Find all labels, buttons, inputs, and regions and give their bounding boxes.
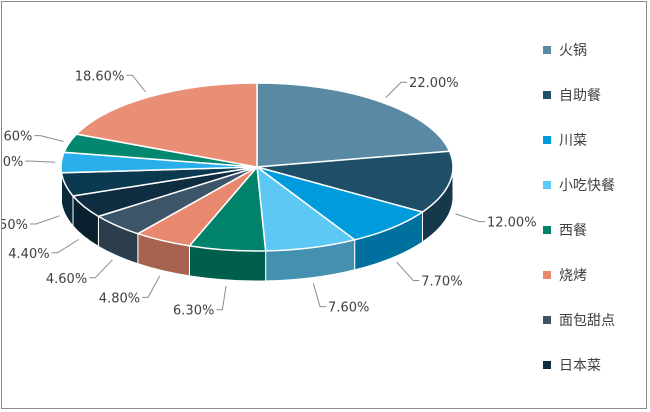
- legend-swatch-8: [543, 361, 551, 369]
- data-label-12: 18.60%: [75, 69, 125, 84]
- pie-slice-2: [256, 150, 454, 213]
- legend-label-2: 自助餐: [559, 88, 601, 104]
- leader-line-8: [51, 238, 80, 254]
- leader-line-3: [396, 261, 420, 281]
- data-labels: 22.00% 12.00% 7.70% 7.60% 6.30% 4.80% 4.60% 4.4…: [2, 69, 537, 318]
- legend-label-7: 面包甜点: [559, 313, 615, 329]
- legend-item-2: 自助餐: [543, 85, 601, 105]
- pie-slice-4: [256, 165, 357, 252]
- data-label-5: 6.30%: [173, 304, 214, 319]
- legend-label-5: 西餐: [559, 223, 587, 239]
- legend-label-6: 烧烤: [559, 268, 587, 284]
- data-label-1: 22.00%: [409, 76, 459, 91]
- legend-swatch-6: [543, 271, 551, 279]
- pie-slice-3: [256, 166, 425, 241]
- data-label-4: 7.60%: [328, 301, 369, 316]
- data-label-3: 7.70%: [421, 274, 462, 289]
- legend-swatch-4: [543, 181, 551, 189]
- legend-label-1: 火锅: [559, 43, 587, 59]
- leader-line-4: [312, 283, 327, 308]
- legend-swatch-1: [543, 46, 551, 54]
- legend-swatch-7: [543, 316, 551, 324]
- legend-swatch-5: [543, 226, 551, 234]
- leader-line-7: [89, 259, 113, 279]
- pie-slice-12: [75, 82, 258, 168]
- leader-lines: [25, 74, 485, 311]
- data-label-11: 3.60%: [2, 130, 32, 145]
- legend-label-3: 川菜: [559, 133, 587, 149]
- data-label-2: 12.00%: [487, 216, 537, 231]
- legend-item-8: 日本菜: [543, 355, 601, 375]
- legend-item-5: 西餐: [543, 220, 587, 240]
- legend-item-7: 面包甜点: [543, 310, 615, 330]
- legend-label-4: 小吃快餐: [559, 178, 615, 194]
- leader-line-1: [385, 81, 408, 99]
- pie-slice-1: [256, 82, 451, 168]
- data-label-10: 3.90%: [2, 155, 23, 170]
- leader-line-12: [126, 74, 146, 93]
- legend-item-6: 烧烤: [543, 265, 587, 285]
- leader-line-2: [455, 213, 485, 223]
- pie-tops: [60, 82, 454, 252]
- leader-line-10: [25, 160, 56, 163]
- leader-line-5: [216, 285, 227, 311]
- legend-label-8: 日本菜: [559, 358, 601, 374]
- leader-line-6: [142, 275, 161, 298]
- legend-item-3: 川菜: [543, 130, 587, 150]
- legend-item-1: 火锅: [543, 40, 587, 60]
- legend-swatch-2: [543, 91, 551, 99]
- leader-line-9: [29, 215, 60, 225]
- data-label-7: 4.60%: [46, 272, 87, 287]
- data-label-6: 4.80%: [99, 291, 140, 306]
- legend-swatch-3: [543, 136, 551, 144]
- data-label-8: 4.40%: [8, 247, 49, 262]
- data-label-9: 4.50%: [2, 218, 28, 233]
- leader-line-11: [34, 135, 64, 142]
- legend-item-4: 小吃快餐: [543, 175, 615, 195]
